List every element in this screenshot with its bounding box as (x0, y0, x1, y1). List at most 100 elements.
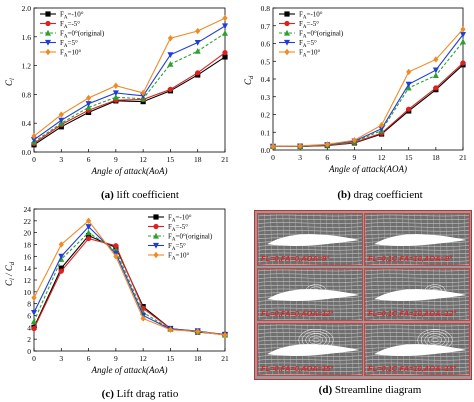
data-point (140, 315, 146, 322)
y-tick-label: 0.0 (22, 148, 32, 157)
vortex-ring (309, 286, 323, 296)
streamline (259, 319, 362, 320)
mesh-line (365, 324, 368, 375)
streamline (259, 374, 362, 375)
panel-label: FL=0.1C,FA=10,AOA=15° (368, 364, 457, 373)
data-point (405, 81, 412, 88)
mesh-line (464, 269, 467, 320)
series-line (272, 41, 464, 147)
data-point (153, 251, 159, 259)
data-point (284, 29, 290, 36)
data-point (406, 106, 412, 112)
y-tick-label: 1.2 (22, 62, 32, 71)
data-point (45, 29, 51, 36)
streamline (258, 256, 362, 259)
streamline (258, 332, 362, 334)
y-tick-label: 0.4 (22, 119, 32, 128)
streamline (258, 366, 362, 369)
vortex-ring (431, 337, 439, 343)
y-tick-label: 2.0 (22, 4, 32, 13)
legend-label: FA=0°(original) (299, 30, 344, 40)
caption-text: Lift drag ratio (113, 388, 179, 400)
caption-text: Streamline diagram (332, 384, 422, 396)
data-point (378, 126, 385, 132)
y-tick-label: 20 (24, 229, 32, 238)
drag-coefficient-chart: 0.0 0.1 0.2 0.3 0.4 0.5 0.6 0.7 0.8 0 3 6 9 12 15 18 21 A… (243, 4, 467, 174)
streamline (365, 332, 469, 334)
mesh-line (357, 324, 360, 375)
data-point (112, 94, 119, 100)
mesh-line (258, 214, 261, 265)
airfoil-shape (267, 344, 359, 356)
data-point (113, 82, 119, 89)
x-tick-label: 18 (194, 354, 202, 363)
data-point (432, 72, 439, 79)
legend-label: FA=0°(original) (60, 30, 105, 40)
streamline (365, 214, 469, 217)
data-point (222, 331, 228, 339)
vortex-ring (428, 335, 442, 345)
series-line (33, 56, 226, 146)
series-line (33, 225, 226, 336)
streamline (259, 264, 362, 265)
series-line (272, 28, 464, 147)
data-point (113, 253, 119, 260)
mesh-line (264, 269, 267, 320)
legend-label: FA=-5° (299, 20, 319, 30)
data-point (85, 101, 92, 107)
streamline (258, 281, 362, 283)
y-tick-label: 1.6 (22, 33, 32, 42)
series-line (33, 17, 226, 137)
streamline (365, 260, 469, 262)
data-point (153, 223, 159, 230)
streamline (258, 248, 362, 251)
data-point (31, 325, 37, 332)
series-line (33, 25, 226, 141)
streamline (365, 336, 469, 338)
x-tick-label: 6 (87, 155, 91, 164)
data-point (167, 35, 174, 42)
y-tick-label: 22 (24, 217, 32, 226)
x-tick-label: 12 (139, 354, 147, 363)
vortex-ring (424, 333, 446, 347)
data-point (85, 104, 92, 110)
streamline (365, 229, 469, 232)
mesh-line (270, 214, 273, 265)
mesh-line (371, 324, 374, 375)
legend-label: FA=-10° (168, 214, 192, 224)
vortex-ring (420, 331, 450, 349)
mesh-line (270, 269, 273, 320)
x-tick-label: 9 (353, 153, 357, 162)
vortex-ring (428, 286, 442, 296)
mesh-line (357, 214, 360, 265)
data-point (195, 27, 201, 35)
y-tick-label: 2 (27, 335, 31, 344)
streamline (258, 277, 362, 279)
y-axis-label: Cl (4, 78, 16, 86)
streamline (258, 273, 362, 276)
streamline (365, 248, 469, 251)
legend-label: FA=-10° (60, 11, 84, 21)
y-tick-label: 18 (24, 241, 32, 250)
legend-label: FA=5° (299, 39, 317, 49)
data-point (58, 111, 64, 118)
data-point (460, 26, 466, 33)
streamline (365, 339, 469, 342)
streamline (258, 358, 362, 361)
streamline (365, 370, 469, 372)
streamline (365, 358, 469, 361)
data-point (31, 137, 37, 143)
data-point (460, 38, 466, 45)
streamline (365, 315, 469, 317)
vortex-ring (305, 333, 327, 347)
airfoil-shape (374, 289, 466, 301)
panel-label: FL=0.1C,FA=10,AOA=9° (368, 254, 453, 263)
streamline-panel: FL=0,FA=0,AOA=12° (257, 268, 363, 321)
caption-drag-coefficient: (b) drag coefficient (290, 189, 470, 201)
data-point (31, 309, 37, 316)
data-point (432, 67, 439, 74)
streamline (258, 269, 362, 272)
x-tick-label: 3 (59, 155, 63, 164)
x-tick-label: 0 (32, 354, 36, 363)
x-tick-label: 12 (378, 153, 386, 162)
